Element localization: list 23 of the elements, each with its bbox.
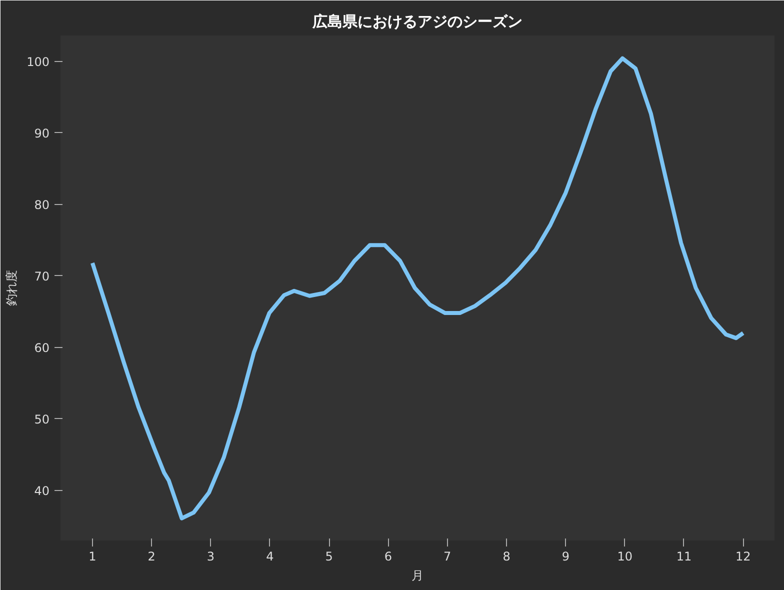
x-tick-label: 11 [676,550,692,564]
y-tick-label: 60 [34,340,50,355]
y-tick-label: 40 [34,484,50,498]
x-tick-label: 3 [206,550,215,564]
y-tick-label: 80 [34,198,50,212]
x-tick-label: 1 [88,550,96,564]
x-tick-label: 7 [444,550,452,564]
x-tick-label: 2 [148,550,156,564]
y-tick-label: 70 [34,269,50,284]
x-axis-title: 月 [412,568,424,582]
x-tick-label: 12 [736,550,751,564]
y-tick-label: 100 [26,54,50,69]
chart-title: 広島県におけるアジのシーズン [312,12,522,30]
x-tick-label: 10 [617,550,632,564]
x-tick-label: 6 [384,550,392,564]
y-axis-title: 釣れ度 [4,270,19,306]
y-tick-label: 90 [34,126,50,140]
x-tick-label: 5 [325,550,333,564]
y-tick-label: 50 [34,412,50,426]
x-tick-label: 9 [562,550,570,564]
x-tick-label: 4 [266,550,274,564]
x-tick-label: 8 [502,550,510,564]
line-series [90,56,746,520]
